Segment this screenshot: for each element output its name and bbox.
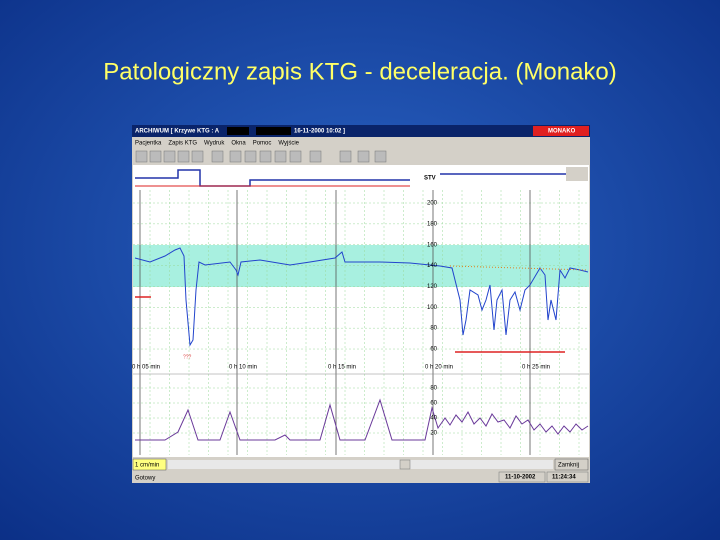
time-label: 0 h 20 min bbox=[425, 365, 453, 371]
toco-tick-label: 20 bbox=[430, 431, 437, 437]
fhr-tick-label: 140 bbox=[427, 263, 438, 269]
status: Gotowy bbox=[135, 476, 155, 482]
date: 11-10-2002 bbox=[505, 475, 536, 481]
menu-item[interactable]: Pomoc bbox=[253, 141, 272, 147]
time-label: 0 h 25 min bbox=[522, 365, 550, 371]
baseline bbox=[449, 265, 589, 271]
brand: MONAKO bbox=[548, 129, 576, 135]
window-title: ARCHIWUM [ Krzywe KTG : A bbox=[135, 129, 220, 135]
axis-labels: 200 180 160 140 120 100 80 60 80 60 40 20 0 h 05 min… bbox=[132, 201, 550, 437]
menu-item[interactable]: Okna bbox=[231, 141, 246, 147]
scroll-thumb bbox=[399, 459, 411, 470]
time-label: 0 h 15 min bbox=[328, 365, 356, 371]
fhr-tick-label: 100 bbox=[427, 305, 438, 311]
time-label: 0 h 10 min bbox=[229, 365, 257, 371]
close-label[interactable]: Zamknij bbox=[558, 463, 579, 469]
redaction bbox=[227, 127, 249, 135]
redaction bbox=[256, 127, 291, 135]
time-box bbox=[546, 471, 589, 483]
fhr-tick-label: 60 bbox=[430, 347, 437, 353]
menu-item[interactable]: Zapis KTG bbox=[168, 141, 197, 147]
fhr-trace bbox=[134, 247, 589, 347]
menu-item[interactable]: Pacjentka bbox=[135, 141, 162, 147]
chart-area bbox=[133, 165, 589, 457]
speed-box bbox=[132, 458, 167, 471]
brand-box bbox=[533, 126, 589, 136]
normal-band bbox=[133, 245, 589, 287]
menu-bar: Pacjentka Zapis KTG Wydruk Okna Pomoc Wyjście bbox=[135, 141, 300, 147]
window-title-date: 16-11-2000 10:02 ] bbox=[294, 129, 345, 135]
speed: 1 cm/min bbox=[135, 463, 159, 469]
toco-tick-label: 40 bbox=[430, 416, 437, 422]
time: 11:24:34 bbox=[552, 475, 576, 481]
menu-item[interactable]: Wydruk bbox=[204, 141, 225, 147]
slide-title: Patologiczny zapis KTG - deceleracja. (M… bbox=[103, 58, 617, 85]
stv-control bbox=[566, 167, 588, 181]
fhr-tick-label: 160 bbox=[427, 242, 438, 248]
stv-label: STV bbox=[424, 176, 436, 182]
close-button[interactable] bbox=[554, 458, 589, 471]
toco-tick-label: 80 bbox=[430, 386, 437, 392]
toco-trace bbox=[135, 398, 589, 441]
fhr-tick-label: 80 bbox=[430, 326, 437, 332]
grid bbox=[133, 190, 589, 455]
toco-tick-label: 60 bbox=[430, 401, 437, 407]
fhr-tick-label: 200 bbox=[427, 201, 438, 207]
date-box bbox=[498, 471, 546, 483]
scrollbar bbox=[168, 460, 553, 469]
fhr-tick-label: 180 bbox=[427, 221, 438, 227]
fhr-tick-label: 120 bbox=[427, 284, 438, 290]
stv-trace bbox=[135, 169, 410, 187]
menu-item[interactable]: Wyjście bbox=[278, 141, 299, 147]
time-label: 0 h 05 min bbox=[132, 365, 160, 371]
annotation: ??? bbox=[183, 354, 192, 360]
toolbar bbox=[135, 150, 387, 163]
